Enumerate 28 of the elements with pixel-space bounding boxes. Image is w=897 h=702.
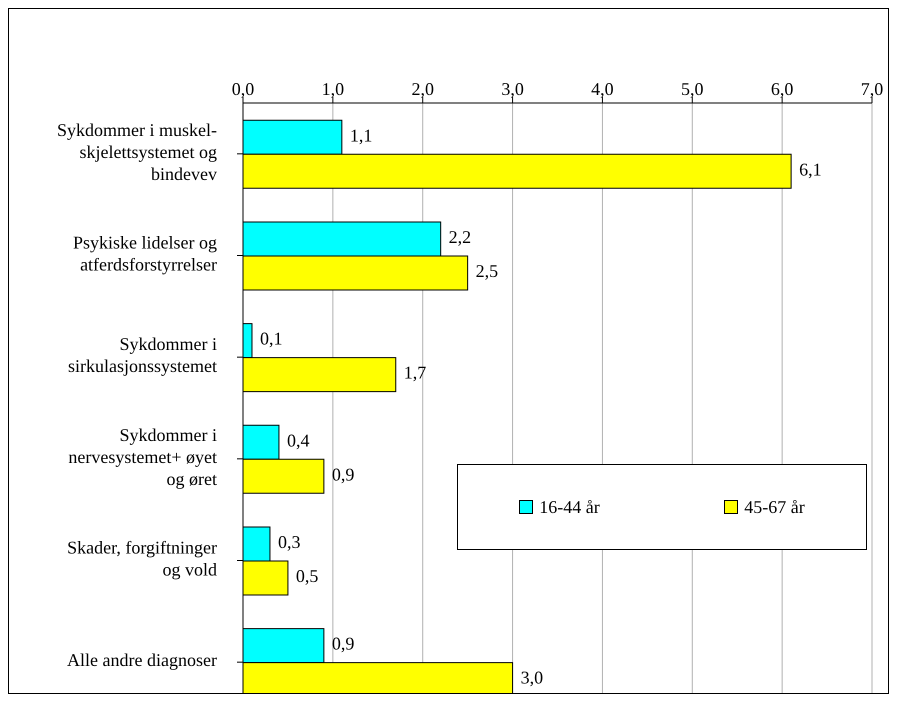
legend-label: 45-67 år <box>744 496 805 518</box>
data-label: 2,5 <box>476 261 498 282</box>
y-tick-label: Skader, forgiftninger og vold <box>67 538 218 580</box>
x-tick-label: 6,0 <box>770 79 794 99</box>
y-tick-label: Sykdommer i sirkulasjonssystemet <box>68 334 217 376</box>
x-tick-label: 3,0 <box>501 79 524 99</box>
data-label: 0,3 <box>278 532 300 552</box>
x-tick-label: 5,0 <box>681 79 704 99</box>
x-tick-label: 1,0 <box>322 79 344 99</box>
y-tick-label: Sykdommer i nervesystemet+ øyet og øret <box>68 424 217 489</box>
data-label: 6,1 <box>799 159 822 180</box>
data-label: 0,4 <box>286 430 310 450</box>
y-tick-label: Alle andre diagnoser <box>67 650 217 670</box>
x-tick-label: 2,0 <box>411 79 434 99</box>
data-label: 3,0 <box>520 668 544 688</box>
data-label: 1,1 <box>350 125 372 146</box>
data-label: 1,7 <box>404 362 426 383</box>
data-label: 0,9 <box>332 464 354 484</box>
data-label: 0,5 <box>296 566 318 586</box>
x-tick-label: 4,0 <box>591 79 614 99</box>
legend-label: 16-44 år <box>539 496 600 518</box>
data-label: 0,9 <box>332 634 354 654</box>
data-label: 2,2 <box>448 227 472 248</box>
x-tick-label: 0,0 <box>232 79 254 99</box>
x-tick-label: 7,0 <box>860 79 884 99</box>
y-tick-label: Sykdommer i muskel-skjelettsystemet og bindevev <box>57 120 217 184</box>
y-tick-label: Psykiske lidelser og atferdsforstyrrelser <box>73 232 217 275</box>
data-label: 0,1 <box>260 328 282 349</box>
